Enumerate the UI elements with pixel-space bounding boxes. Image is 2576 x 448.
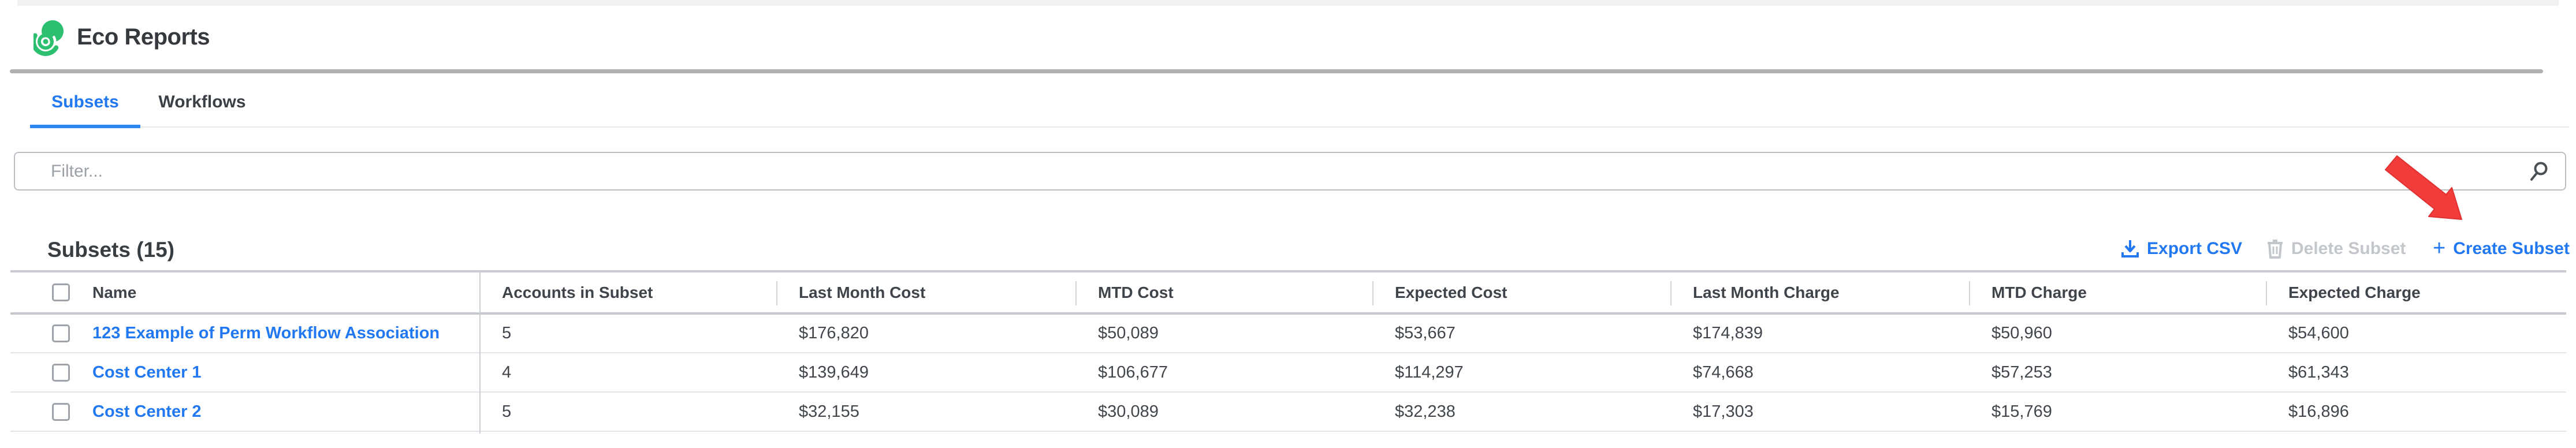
cell-accounts: 5	[502, 324, 512, 342]
tab-subsets[interactable]: Subsets	[30, 92, 140, 128]
create-subset-button[interactable]: + Create Subset	[2433, 236, 2570, 262]
export-csv-button[interactable]: Export CSV	[2121, 236, 2242, 262]
column-header-expected-cost[interactable]: Expected Cost	[1372, 271, 1670, 315]
cell-mtd-cost: $30,089	[1098, 402, 1159, 421]
export-csv-label: Export CSV	[2147, 239, 2243, 258]
subsets-count-heading: Subsets (15)	[47, 238, 175, 262]
delete-subset-label: Delete Subset	[2291, 239, 2406, 258]
column-header-last-month-charge[interactable]: Last Month Charge	[1670, 271, 1969, 315]
column-header-name[interactable]: Name	[82, 271, 479, 315]
tabs-divider	[30, 126, 2569, 128]
cell-expected-cost: $53,667	[1395, 324, 1455, 342]
column-header-last-month-cost[interactable]: Last Month Cost	[776, 271, 1075, 315]
tab-workflows-label: Workflows	[158, 92, 246, 111]
cell-mtd-charge: $15,769	[1991, 402, 2052, 421]
row-checkbox[interactable]	[52, 402, 70, 421]
table-row: 123 Example of Perm Workflow Association…	[10, 313, 2566, 353]
page-title: Eco Reports	[77, 24, 210, 50]
cell-last-month-cost: $176,820	[799, 324, 869, 342]
cell-last-month-cost: $32,155	[799, 402, 859, 421]
table-row: Cost Center 1 4 $139,649 $106,677 $114,2…	[10, 353, 2566, 392]
download-icon	[2121, 240, 2139, 257]
cell-expected-cost: $114,297	[1395, 363, 1464, 382]
annotation-arrow-icon	[2385, 155, 2462, 220]
column-header-expected-charge[interactable]: Expected Charge	[2266, 271, 2566, 315]
create-subset-label: Create Subset	[2453, 239, 2570, 258]
cell-last-month-charge: $17,303	[1693, 402, 1754, 421]
plus-icon: +	[2433, 236, 2446, 260]
column-header-mtd-charge[interactable]: MTD Charge	[1969, 271, 2266, 315]
cell-last-month-charge: $74,668	[1693, 363, 1754, 382]
cell-expected-charge: $61,343	[2288, 363, 2349, 382]
column-header-accounts[interactable]: Accounts in Subset	[479, 271, 776, 315]
horizontal-scrollbar[interactable]	[10, 69, 2543, 73]
filter-input[interactable]	[14, 152, 2566, 191]
cell-expected-charge: $54,600	[2288, 324, 2349, 342]
cell-mtd-cost: $106,677	[1098, 363, 1168, 382]
subset-name-link[interactable]: Cost Center 1	[92, 363, 202, 382]
trash-icon	[2268, 240, 2283, 259]
cell-mtd-cost: $50,089	[1098, 324, 1159, 342]
tab-subsets-label: Subsets	[51, 92, 119, 111]
cell-last-month-charge: $174,839	[1693, 324, 1763, 342]
column-header-mtd-cost[interactable]: MTD Cost	[1075, 271, 1372, 315]
search-icon[interactable]	[2528, 160, 2550, 182]
row-checkbox[interactable]	[52, 363, 70, 382]
table-row: Cost Center 2 5 $32,155 $30,089 $32,238 …	[10, 392, 2566, 431]
top-divider	[17, 0, 2559, 6]
tab-workflows[interactable]: Workflows	[151, 92, 253, 128]
subset-name-link[interactable]: Cost Center 2	[92, 402, 202, 421]
cell-expected-cost: $32,238	[1395, 402, 1455, 421]
cell-accounts: 4	[502, 363, 512, 382]
cell-mtd-charge: $50,960	[1991, 324, 2052, 342]
cell-expected-charge: $16,896	[2288, 402, 2349, 421]
table-header-row: Name Accounts in Subset Last Month Cost …	[10, 271, 2566, 315]
subset-name-link[interactable]: 123 Example of Perm Workflow Association	[92, 324, 440, 342]
cell-mtd-charge: $57,253	[1991, 363, 2052, 382]
subsets-table: Name Accounts in Subset Last Month Cost …	[10, 270, 2566, 434]
cell-accounts: 5	[502, 402, 512, 421]
delete-subset-button[interactable]: Delete Subset	[2266, 236, 2406, 262]
name-column-divider	[479, 270, 481, 434]
row-checkbox[interactable]	[52, 324, 70, 342]
eco-logo-icon	[33, 20, 64, 56]
select-all-checkbox[interactable]	[52, 283, 70, 301]
cell-last-month-cost: $139,649	[799, 363, 869, 382]
